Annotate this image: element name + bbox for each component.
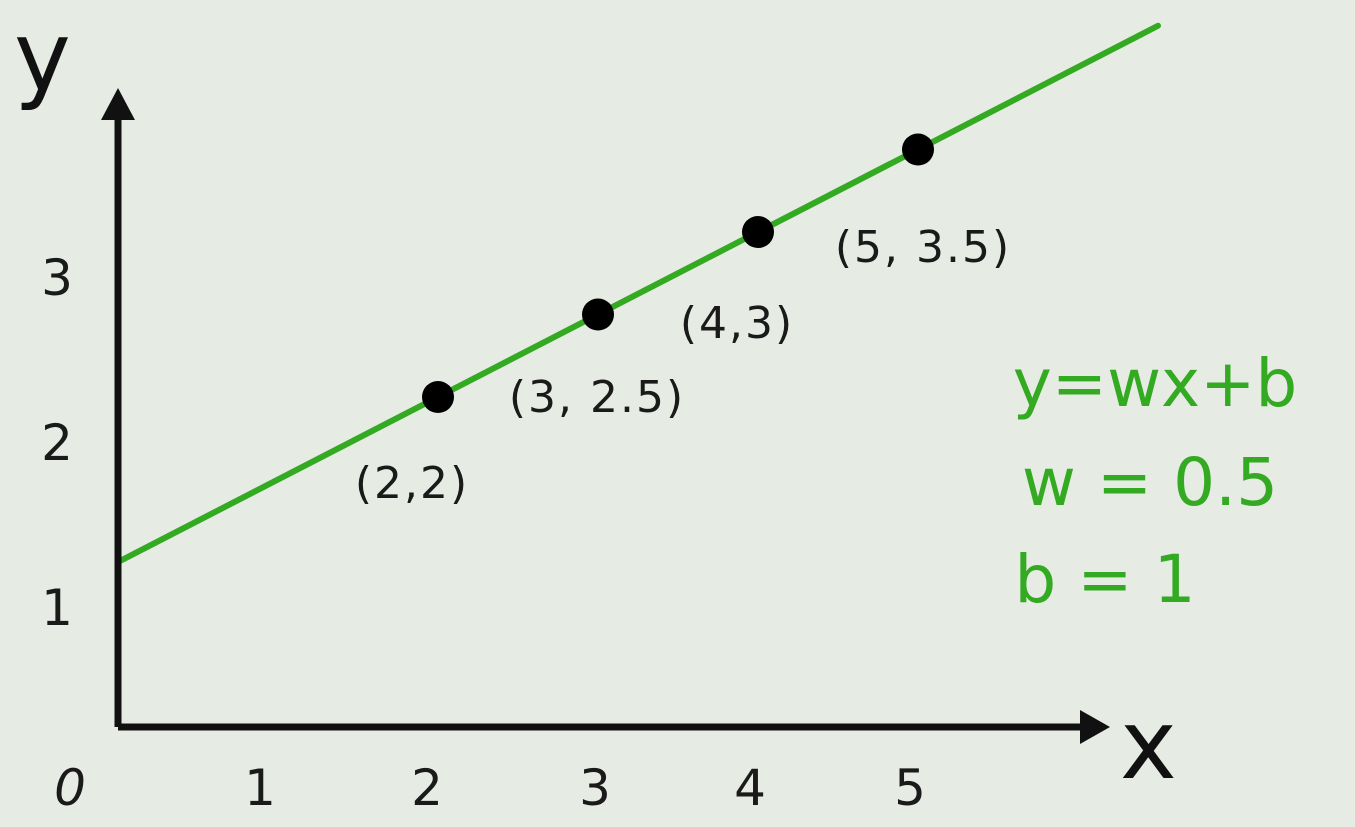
y-tick-label: 3 xyxy=(41,249,73,307)
point-label: (2,2) xyxy=(355,458,469,509)
point-label: (4,3) xyxy=(680,298,794,349)
x-tick-label: 0 xyxy=(54,759,86,817)
x-axis-label: x xyxy=(1120,689,1177,801)
data-point xyxy=(902,133,934,166)
slope-annotation: w = 0.5 xyxy=(1022,444,1278,521)
fitted-line xyxy=(115,22,1161,565)
x-tick-label: 2 xyxy=(411,759,443,817)
x-tick-label: 4 xyxy=(734,759,766,817)
y-tick-label: 2 xyxy=(41,414,73,472)
intercept-annotation: b = 1 xyxy=(1014,541,1195,618)
point-label: (3, 2.5) xyxy=(509,372,685,423)
x-tick-label: 3 xyxy=(579,759,611,817)
y-axis-arrowhead xyxy=(101,88,135,120)
y-axis-label: y xyxy=(14,1,71,113)
y-tick-label: 1 xyxy=(41,579,73,637)
x-tick-label: 1 xyxy=(244,759,276,817)
x-tick-label: 5 xyxy=(894,759,926,817)
equation-annotation: y=wx+b xyxy=(1013,345,1298,422)
data-point xyxy=(582,298,614,331)
data-point xyxy=(742,216,774,248)
x-axis-arrowhead xyxy=(1080,710,1110,744)
data-point xyxy=(422,381,454,413)
point-label: (5, 3.5) xyxy=(835,222,1011,273)
